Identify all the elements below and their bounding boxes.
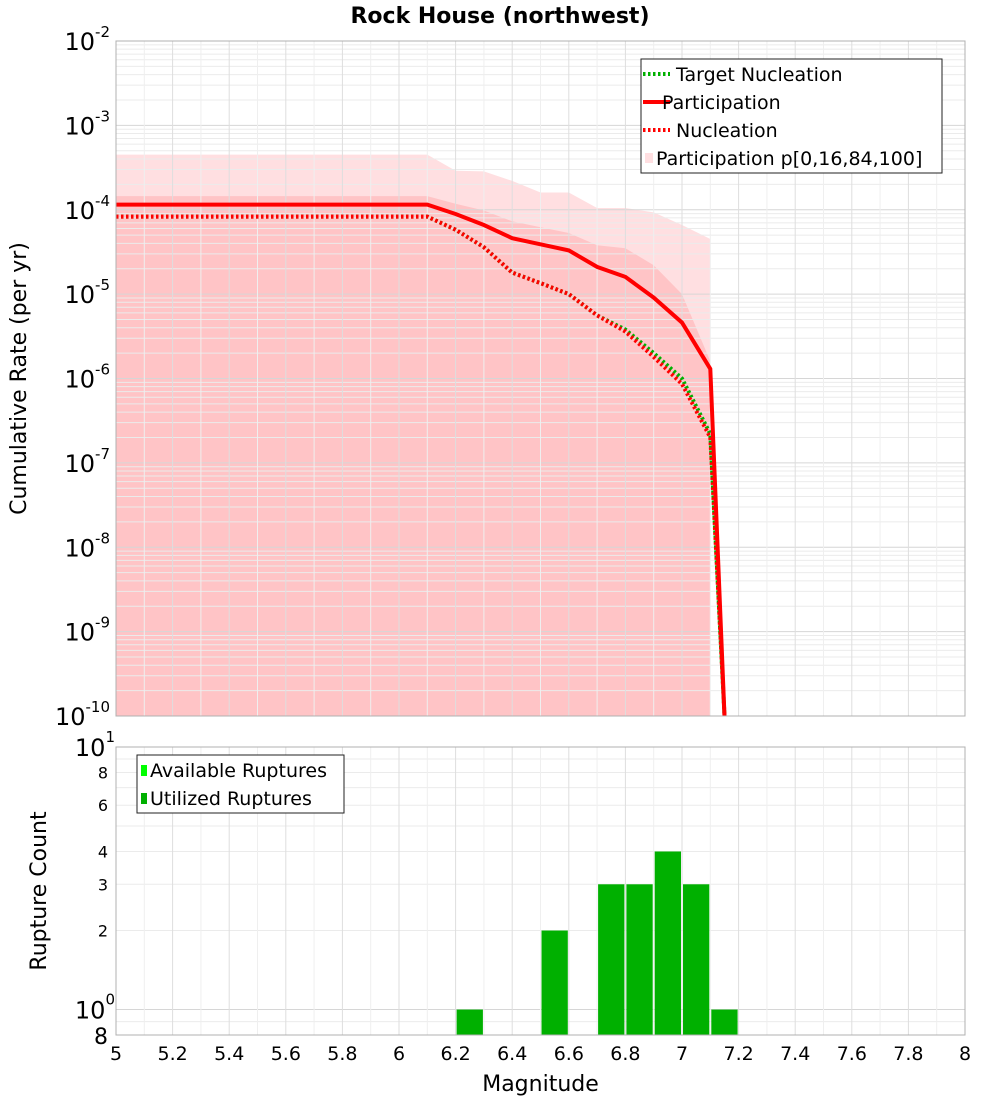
y-tick-exp: 0 xyxy=(105,991,115,1009)
y-tick-minor-label: 3 xyxy=(98,875,108,894)
x-axis-label: Magnitude xyxy=(482,1072,599,1097)
y-tick-exp: -6 xyxy=(95,361,110,379)
rate-plot: 10-1010-910-810-710-610-510-410-310-2Cum… xyxy=(7,23,965,731)
legend: Available Ruptures Utilized Ruptures xyxy=(137,755,344,813)
y-tick-exp: -8 xyxy=(95,529,110,547)
y-tick-label: 110 xyxy=(75,728,115,762)
y-axis-label: Cumulative Rate (per yr) xyxy=(7,242,32,515)
y-tick-base: 10 xyxy=(64,112,95,140)
bar xyxy=(711,1010,737,1035)
y-tick-base: 10 xyxy=(75,734,106,762)
x-tick-label: 7.2 xyxy=(723,1043,753,1065)
legend-label: Participation xyxy=(662,92,781,114)
y-tick-minor-label: 8 xyxy=(98,763,108,782)
x-tick-label: 8 xyxy=(959,1043,971,1065)
y-tick-base: 10 xyxy=(64,534,95,562)
y-tick-exp: -7 xyxy=(95,445,110,463)
y-tick-base: 10 xyxy=(64,281,95,309)
y-tick-minor-label: 6 xyxy=(98,796,108,815)
y-tick-base: 10 xyxy=(64,197,95,225)
legend-label: Nucleation xyxy=(676,120,778,142)
y-tick-label: 10-8 xyxy=(64,529,110,562)
y-tick-exp: -9 xyxy=(95,614,110,632)
y-tick-exp: 1 xyxy=(105,728,115,746)
x-tick-label: 7 xyxy=(676,1043,688,1065)
x-tick-label: 7.8 xyxy=(893,1043,923,1065)
chart-title: Rock House (northwest) xyxy=(350,4,649,29)
bar xyxy=(655,851,681,1035)
y-tick-exp: -2 xyxy=(95,23,110,41)
y-tick-minor-label: 4 xyxy=(98,842,108,861)
y-tick-exp: -10 xyxy=(86,698,111,716)
legend-label: Available Ruptures xyxy=(150,760,327,782)
x-tick-label: 6.8 xyxy=(610,1043,640,1065)
bar xyxy=(683,884,709,1035)
y-tick-label: 10-9 xyxy=(64,614,110,647)
x-tick-label: 6.4 xyxy=(497,1043,527,1065)
y-axis-label: Rupture Count xyxy=(27,811,52,971)
x-tick-label: 5 xyxy=(110,1043,122,1065)
y-tick-minor-label: 8 xyxy=(94,1025,108,1050)
x-tick-label: 6 xyxy=(393,1043,405,1065)
y-tick-label: 10-10 xyxy=(55,698,110,731)
bar xyxy=(626,884,652,1035)
y-tick-base: 10 xyxy=(64,619,95,647)
x-tick-label: 5.6 xyxy=(271,1043,301,1065)
y-tick-label: 10-2 xyxy=(64,23,110,56)
legend-swatch xyxy=(141,765,147,776)
y-tick-label: 10-5 xyxy=(64,276,110,309)
y-tick-label: 10-3 xyxy=(64,107,110,140)
x-tick-label: 6.2 xyxy=(440,1043,470,1065)
bar xyxy=(598,884,624,1035)
y-tick-base: 10 xyxy=(55,703,86,731)
legend: Target Nucleation Participation Nucleation… xyxy=(641,59,942,173)
legend-swatch xyxy=(645,153,653,163)
bar xyxy=(457,1010,483,1035)
x-tick-label: 5.2 xyxy=(157,1043,187,1065)
x-tick-label: 6.6 xyxy=(554,1043,584,1065)
x-tick-label: 5.4 xyxy=(214,1043,244,1065)
y-tick-base: 10 xyxy=(64,366,95,394)
x-tick-label: 7.4 xyxy=(780,1043,810,1065)
y-tick-minor-label: 2 xyxy=(98,922,108,941)
y-tick-base: 10 xyxy=(64,450,95,478)
legend-label: Utilized Ruptures xyxy=(150,788,312,810)
x-tick-label: 7.6 xyxy=(837,1043,867,1065)
y-tick-exp: -4 xyxy=(95,192,110,210)
y-tick-base: 10 xyxy=(75,997,106,1025)
legend-label: Participation p[0,16,84,100] xyxy=(656,148,922,170)
y-tick-label: 10-7 xyxy=(64,445,110,478)
y-tick-exp: -3 xyxy=(95,107,110,125)
y-tick-label: 010 xyxy=(75,991,115,1025)
x-tick-label: 5.8 xyxy=(327,1043,357,1065)
y-tick-label: 10-4 xyxy=(64,192,110,225)
y-tick-base: 10 xyxy=(64,28,95,56)
y-tick-label: 10-6 xyxy=(64,361,110,394)
legend-label: Target Nucleation xyxy=(675,64,843,86)
y-tick-exp: -5 xyxy=(95,276,110,294)
bar xyxy=(542,931,568,1035)
legend-swatch xyxy=(141,793,147,804)
